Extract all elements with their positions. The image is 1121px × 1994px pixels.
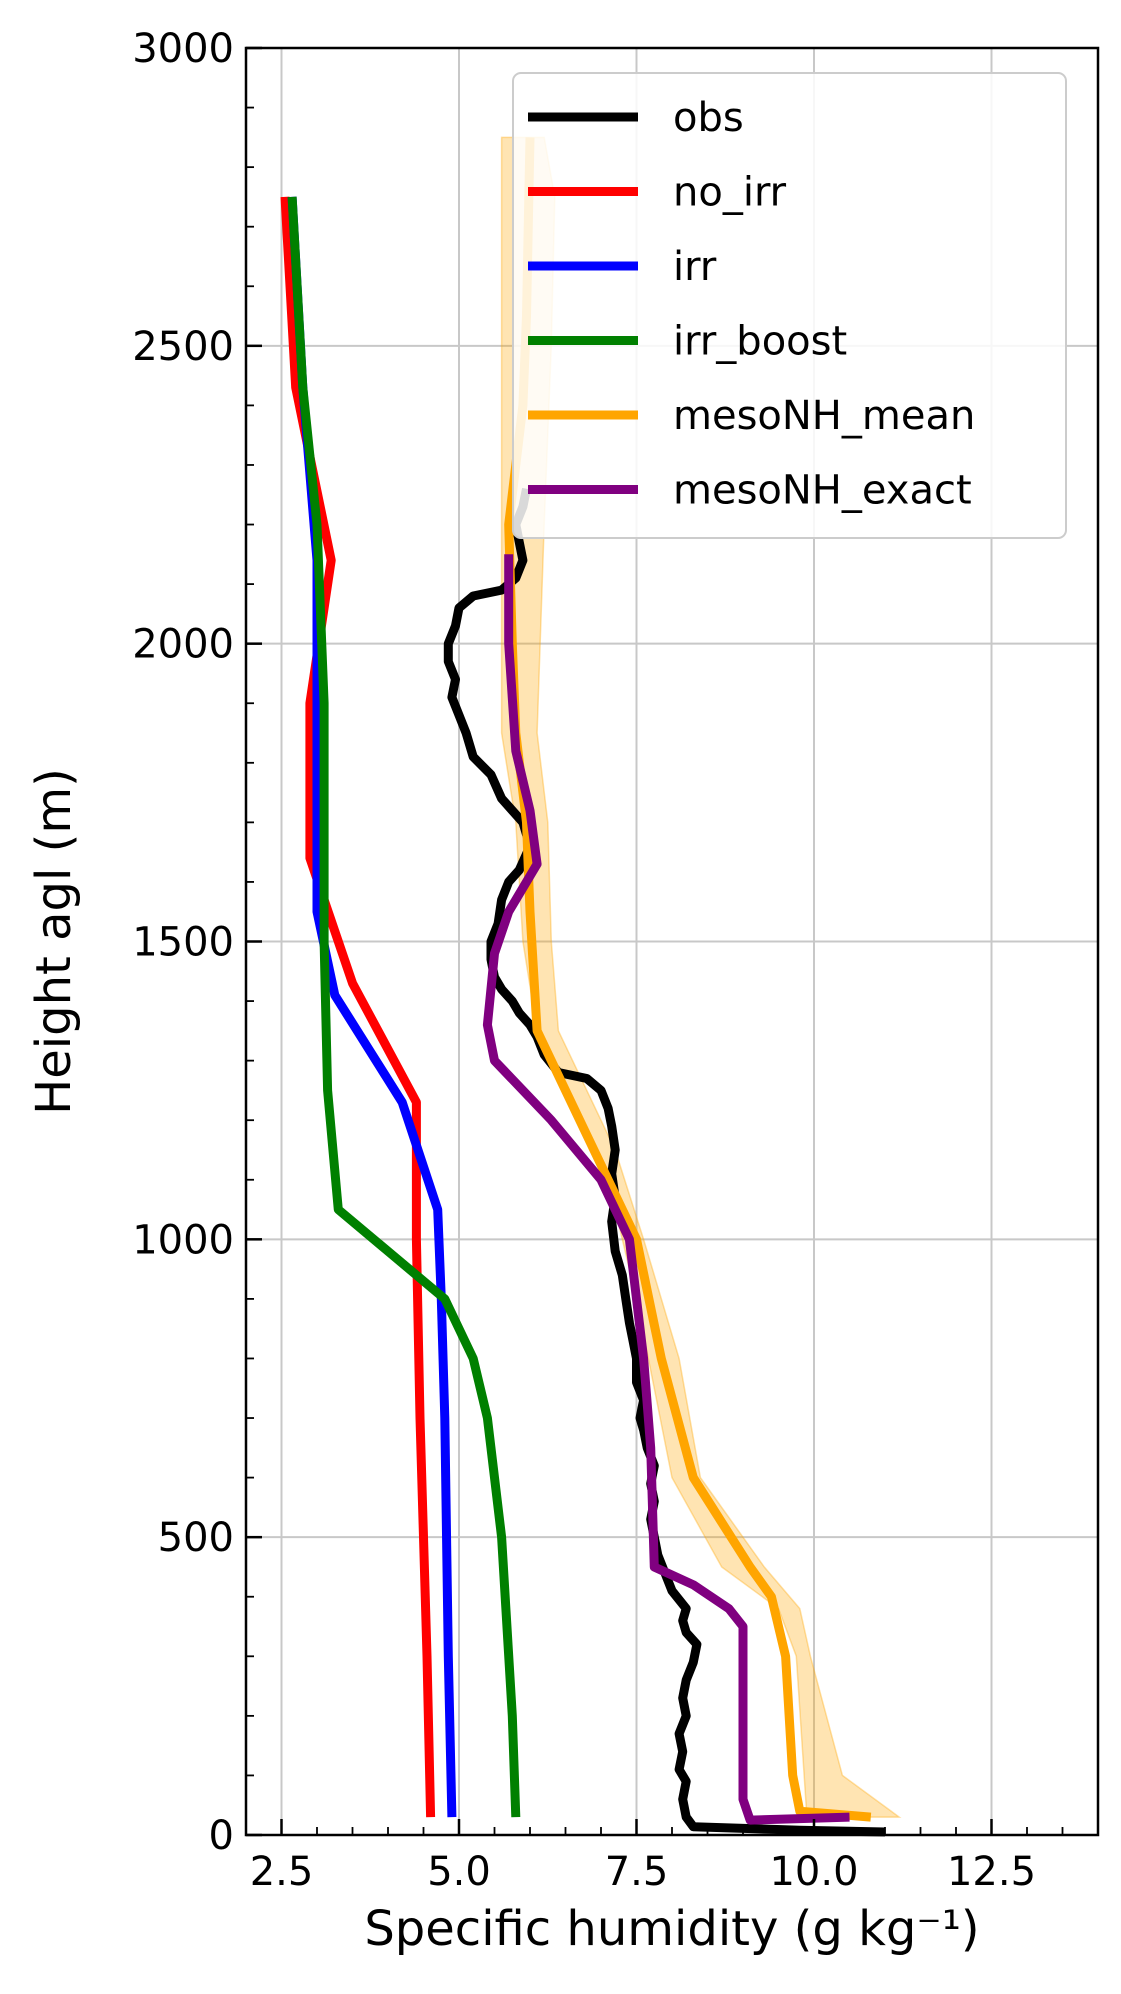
mesoNH_mean-line — [504, 137, 872, 1822]
y-tick-label-1: 500 — [158, 1515, 234, 1561]
y-axis-title: Height agl (m) — [26, 768, 82, 1115]
x-tick-label-2: 7.5 — [605, 1849, 669, 1895]
legend-label-mesoNH_mean: mesoNH_mean — [673, 393, 975, 439]
no_irr-line — [280, 196, 436, 1818]
axis-ticks: 2.5 5.0 7.5 10.0 12.5 0 500 1000 1500 2000 2500 300… — [132, 26, 1099, 1895]
legend-label-obs: obs — [673, 95, 744, 141]
y-tick-label-4: 2000 — [132, 622, 234, 668]
series-lines — [280, 137, 886, 1837]
x-tick-label-1: 5.0 — [427, 1849, 491, 1895]
y-tick-label-6: 3000 — [132, 26, 234, 72]
y-tick-label-2: 1000 — [132, 1217, 234, 1263]
y-tick-label-0: 0 — [209, 1813, 234, 1859]
x-tick-label-3: 10.0 — [769, 1849, 858, 1895]
legend-label-irr: irr — [673, 244, 717, 290]
irr_boost-line — [287, 196, 521, 1818]
legend-box — [512, 72, 1067, 539]
x-tick-label-0: 2.5 — [250, 1849, 314, 1895]
x-axis-title: Specific humidity (g kg⁻¹) — [364, 1901, 979, 1957]
legend-label-mesoNH_exact: mesoNH_exact — [673, 468, 972, 514]
y-tick-label-3: 1500 — [132, 920, 234, 966]
legend-label-irr_boost: irr_boost — [673, 319, 847, 365]
x-tick-label-4: 12.5 — [947, 1849, 1036, 1895]
mesoNH_exact-line — [482, 554, 850, 1825]
legend-label-no_irr: no_irr — [673, 170, 787, 216]
obs-line — [443, 487, 886, 1837]
y-tick-label-5: 2500 — [132, 324, 234, 370]
